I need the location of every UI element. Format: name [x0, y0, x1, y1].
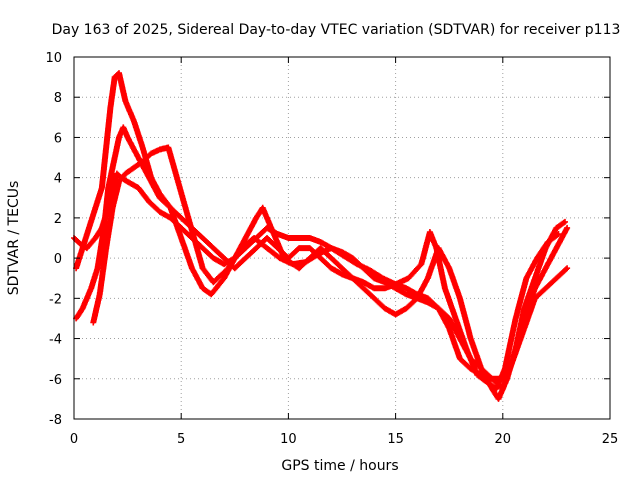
x-tick-label: 25	[602, 432, 619, 447]
x-tick-label: 20	[495, 432, 512, 447]
series-trace-1	[71, 170, 571, 392]
data-point-markers	[90, 144, 562, 392]
chart-title: Day 163 of 2025, Sidereal Day-to-day VTE…	[52, 22, 621, 38]
x-tick-label: 15	[387, 432, 404, 447]
data-point-markers	[73, 70, 568, 402]
data-point-markers	[71, 170, 571, 392]
y-axis-label: SDTVAR / TECUs	[6, 181, 22, 296]
y-tick-label: -6	[49, 373, 62, 388]
x-axis-label: GPS time / hours	[281, 458, 398, 474]
y-tick-label: 2	[54, 212, 62, 227]
y-tick-label: 6	[54, 131, 62, 146]
plot-frame	[73, 56, 611, 420]
y-tick-label: 10	[45, 51, 62, 66]
axis-ticks: 0 5 10 15 20 25 -8 -6 -4 -2 0 2 4 6 8 10	[45, 51, 618, 447]
y-tick-label: 4	[54, 172, 62, 187]
y-tick-label: 8	[54, 91, 62, 106]
y-tick-label: -8	[49, 413, 62, 428]
x-tick-label: 5	[177, 432, 185, 447]
series-trace-2	[73, 70, 568, 402]
data-series	[71, 70, 571, 402]
y-tick-label: 0	[54, 252, 62, 267]
x-tick-label: 0	[70, 432, 78, 447]
series-trace-4	[90, 144, 562, 392]
grid	[74, 57, 610, 419]
y-tick-label: -2	[49, 292, 62, 307]
y-tick-label: -4	[49, 333, 62, 348]
x-tick-label: 10	[280, 432, 297, 447]
